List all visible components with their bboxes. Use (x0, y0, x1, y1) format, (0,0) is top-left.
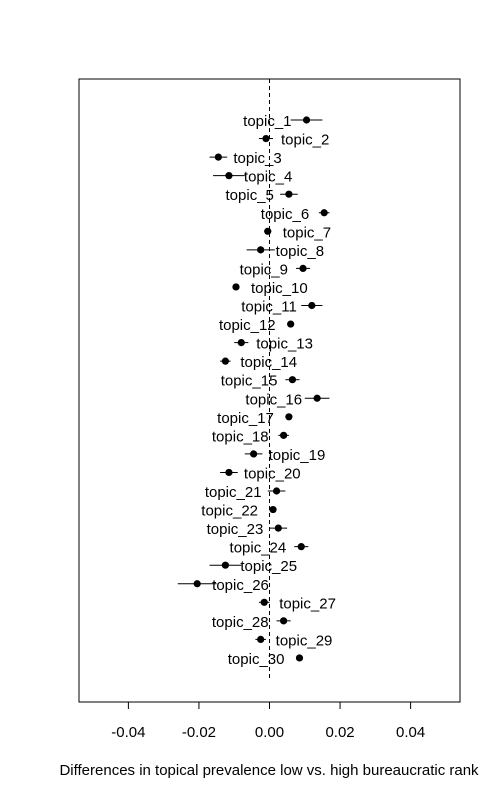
point-estimate (264, 227, 272, 235)
point-label: topic_18 (212, 428, 269, 445)
point-estimate (260, 598, 268, 606)
point-label: topic_19 (269, 447, 326, 464)
point-label: topic_28 (212, 614, 269, 631)
point-label: topic_13 (256, 336, 313, 353)
point-estimate (221, 561, 230, 569)
point-estimate (250, 450, 258, 458)
point-estimate (299, 264, 307, 272)
point-estimate (295, 654, 304, 662)
point-estimate (320, 209, 328, 217)
point-label: topic_5 (226, 187, 274, 204)
point-estimate (288, 376, 297, 384)
point-label: topic_2 (281, 132, 329, 149)
x-axis-label: Differences in topical prevalence low vs… (59, 762, 479, 779)
point-label: topic_26 (212, 577, 269, 594)
point-estimate (313, 394, 321, 402)
point-label: topic_27 (279, 595, 336, 612)
point-estimate (297, 543, 305, 551)
point-label: topic_24 (230, 540, 287, 557)
point-label: topic_17 (217, 410, 274, 427)
point-estimate (193, 580, 201, 588)
point-estimate (214, 153, 222, 161)
point-estimate (221, 357, 230, 365)
x-tick-label: 0.00 (255, 724, 284, 741)
point-estimate (257, 246, 265, 254)
point-label: topic_9 (240, 261, 288, 278)
point-label: topic_20 (244, 465, 301, 482)
point-label: topic_23 (207, 521, 264, 538)
point-label: topic_15 (221, 373, 278, 390)
point-estimate (302, 116, 311, 124)
point-label: topic_11 (241, 299, 297, 316)
x-tick-label: 0.04 (396, 724, 425, 741)
point-estimate (272, 487, 281, 495)
point-label: topic_25 (240, 558, 297, 575)
point-estimate (262, 134, 270, 143)
point-estimate (285, 190, 293, 198)
x-tick-label: -0.04 (111, 724, 145, 741)
point-label: topic_6 (261, 206, 309, 223)
point-label: topic_3 (233, 150, 281, 167)
point-estimate (285, 413, 293, 421)
x-tick-label: -0.02 (182, 724, 216, 741)
point-estimate (308, 301, 316, 310)
point-estimate (287, 320, 295, 328)
point-estimate (257, 635, 265, 644)
point-label: topic_14 (240, 354, 297, 371)
point-estimate (237, 339, 245, 347)
point-label: topic_10 (251, 280, 308, 297)
point-estimate (232, 283, 240, 291)
x-axis: -0.04 -0.02 0.00 0.02 0.04 (111, 701, 425, 741)
point-label: topic_7 (283, 224, 331, 241)
point-label: topic_22 (201, 503, 258, 520)
point-label: topic_30 (228, 651, 285, 668)
point-label: topic_29 (276, 632, 333, 649)
point-label: topic_4 (244, 169, 292, 186)
point-estimate (280, 617, 288, 625)
point-label: topic_12 (219, 317, 276, 334)
point-estimate (269, 505, 277, 514)
point-estimate (225, 172, 233, 180)
point-estimate (280, 431, 288, 439)
point-label: topic_21 (205, 484, 262, 501)
point-estimate (225, 468, 233, 477)
point-label: topic_1 (243, 113, 291, 130)
point-label: topic_16 (245, 391, 302, 408)
point-label: topic_8 (276, 243, 324, 260)
point-estimate (274, 524, 282, 532)
x-tick-label: 0.02 (325, 724, 354, 741)
